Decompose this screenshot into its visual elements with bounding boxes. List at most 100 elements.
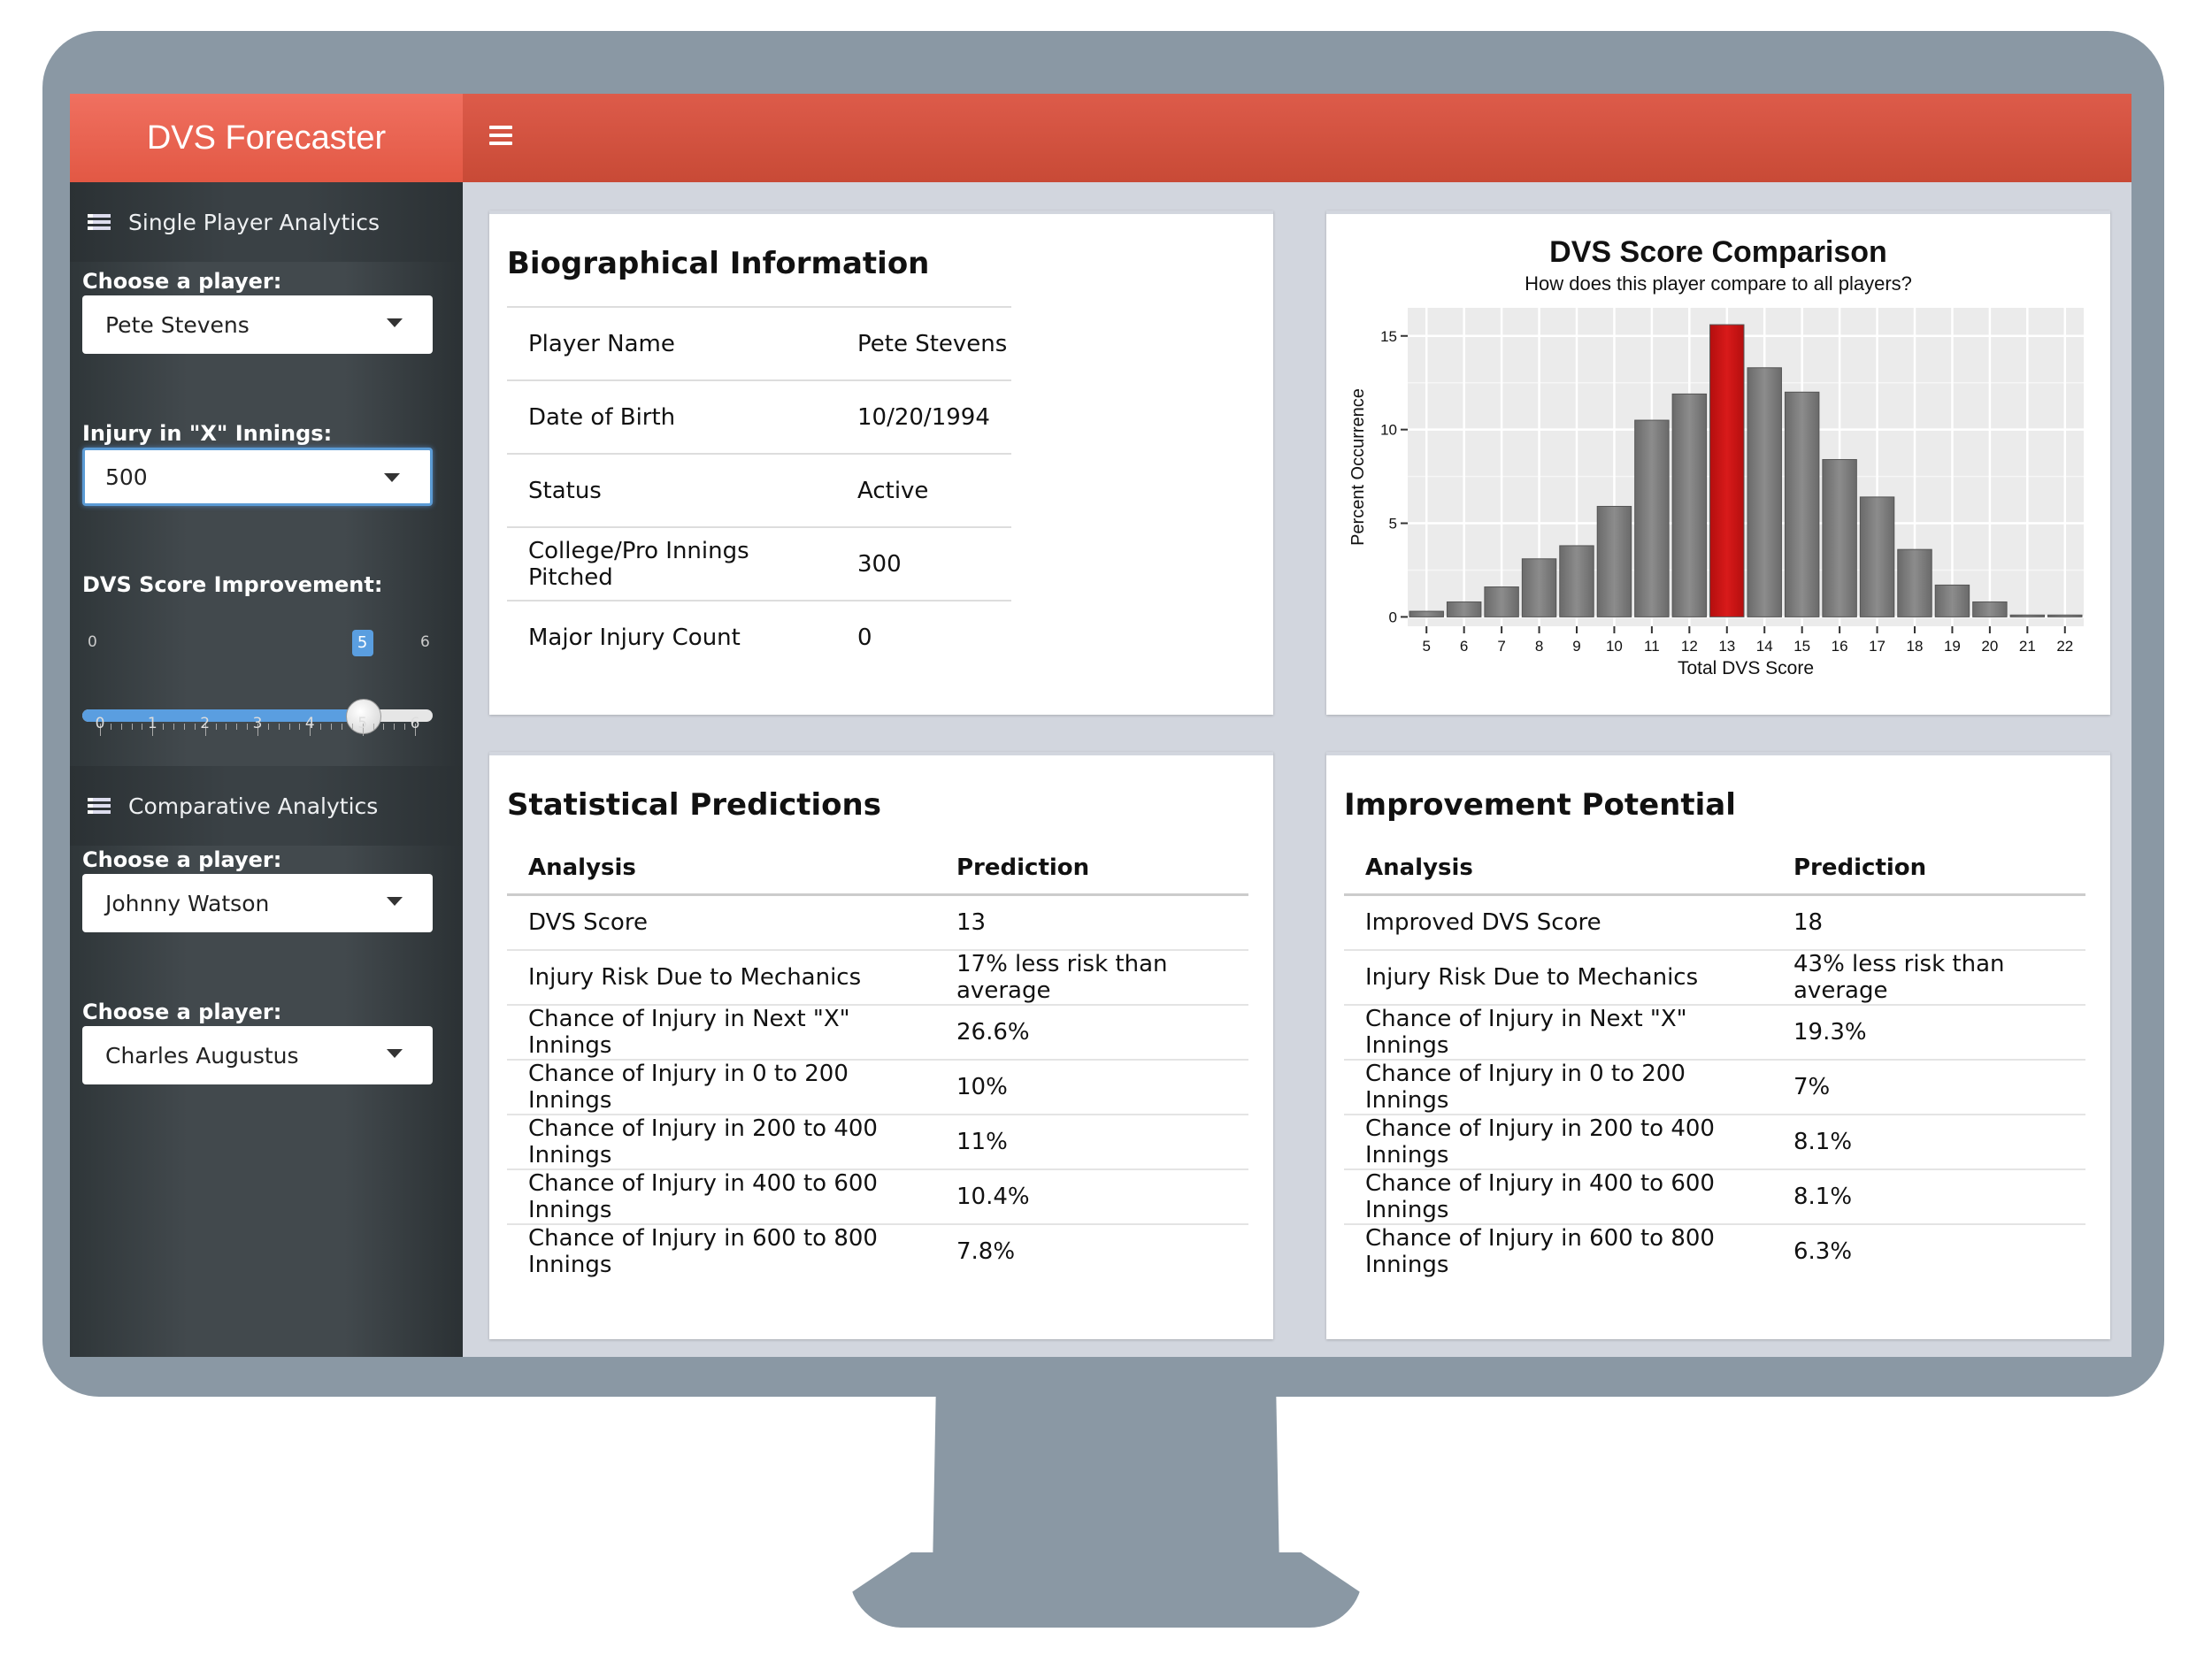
x-tick-label: 16 xyxy=(1832,638,1848,655)
slider-tick xyxy=(183,724,185,730)
slider-tick xyxy=(152,724,154,736)
compare-a-value: Johnny Watson xyxy=(105,890,270,916)
highlighted-bar xyxy=(1709,324,1745,617)
bar xyxy=(1747,367,1782,617)
monitor-stand-neck xyxy=(933,1380,1279,1570)
top-navbar xyxy=(463,94,2131,182)
column-header-analysis: Analysis xyxy=(1344,842,1772,896)
slider-tick xyxy=(120,724,122,730)
slider-tick-label: 5 xyxy=(357,715,368,732)
analysis-cell: Improved DVS Score xyxy=(1365,909,1601,936)
table-header-row: Analysis Prediction xyxy=(1344,842,2085,896)
prediction-cell: 6.3% xyxy=(1772,1223,2085,1278)
improvement-slider-track[interactable] xyxy=(82,709,433,722)
innings-select[interactable]: 500 xyxy=(82,448,433,506)
bio-label: Player Name xyxy=(507,306,836,380)
x-tick-label: 17 xyxy=(1869,638,1886,655)
chevron-down-icon xyxy=(384,473,400,482)
app-logo[interactable]: DVS Forecaster xyxy=(70,94,463,182)
bio-value: Pete Stevens xyxy=(836,306,1011,380)
chevron-down-icon xyxy=(387,318,403,327)
sidebar-toggle-icon[interactable] xyxy=(489,126,512,149)
improve-title: Improvement Potential xyxy=(1344,787,1736,823)
slider-tick xyxy=(404,724,406,730)
slider-tick xyxy=(320,724,322,730)
table-row: Chance of Injury in 200 to 400 Innings 11… xyxy=(507,1114,1248,1169)
sidebar-item-single-player[interactable]: Single Player Analytics xyxy=(70,182,463,262)
plot-panel xyxy=(1408,308,2084,626)
list-icon xyxy=(88,214,111,230)
bar xyxy=(1671,393,1708,617)
slider-tick xyxy=(163,724,165,730)
compare-a-select[interactable]: Johnny Watson xyxy=(82,874,433,932)
slider-tick xyxy=(415,724,416,736)
table-row: Major Injury Count 0 xyxy=(507,600,1011,673)
table-row: Chance of Injury in 600 to 800 Innings 6.… xyxy=(1344,1223,2085,1278)
bar xyxy=(2009,614,2046,617)
bar xyxy=(1934,584,1970,617)
bar xyxy=(1822,459,1857,617)
analysis-cell: DVS Score xyxy=(528,909,648,936)
compare-b-select[interactable]: Charles Augustus xyxy=(82,1026,433,1084)
chevron-down-icon xyxy=(387,897,403,906)
compare-a-label: Choose a player: xyxy=(82,847,282,872)
improvement-slider-handle[interactable] xyxy=(345,699,381,734)
slider-tick xyxy=(194,724,196,730)
slider-value-bubble: 5 xyxy=(351,630,373,656)
innings-select-value: 500 xyxy=(105,464,148,490)
compare-b-value: Charles Augustus xyxy=(105,1042,299,1069)
compare-b-label: Choose a player: xyxy=(82,1000,282,1024)
x-tick-label: 13 xyxy=(1718,638,1735,655)
x-tick-label: 11 xyxy=(1644,638,1660,655)
slider-tick xyxy=(299,724,301,730)
table-row: College/Pro Innings Pitched 300 xyxy=(507,526,1011,601)
slider-tick xyxy=(362,724,364,736)
table-row: Date of Birth 10/20/1994 xyxy=(507,379,1011,454)
prediction-cell: 11% xyxy=(935,1114,1248,1169)
slider-tick xyxy=(215,724,217,730)
x-tick-label: 10 xyxy=(1606,638,1623,655)
slider-tick xyxy=(351,724,353,730)
analysis-cell: Injury Risk Due to Mechanics xyxy=(1344,949,1772,1005)
bar xyxy=(1972,601,2008,617)
improvement-slider-label: DVS Score Improvement: xyxy=(82,572,383,597)
x-tick-label: 20 xyxy=(1981,638,1998,655)
x-tick-label: 5 xyxy=(1422,638,1430,655)
slider-tick xyxy=(236,724,238,730)
table-row: Status Active xyxy=(507,453,1011,527)
slider-tick-label: 1 xyxy=(147,715,157,732)
analysis-cell: Chance of Injury in 600 to 800 Innings xyxy=(1344,1223,1772,1278)
slider-tick-label: 6 xyxy=(410,715,420,732)
bio-label: Status xyxy=(507,453,836,527)
prediction-cell: 10% xyxy=(935,1059,1248,1115)
analysis-cell: Chance of Injury in 200 to 400 Innings xyxy=(507,1114,935,1169)
x-tick-label: 21 xyxy=(2019,638,2036,655)
slider-tick-label: 3 xyxy=(252,715,263,732)
bar xyxy=(1559,545,1594,617)
stats-box: Statistical Predictions Analysis Predicti… xyxy=(489,752,1273,1339)
innings-select-label: Injury in "X" Innings: xyxy=(82,421,333,446)
bio-title: Biographical Information xyxy=(507,246,930,281)
table-row: Chance of Injury in 400 to 600 Innings 8.… xyxy=(1344,1168,2085,1224)
app-screen: DVS Forecaster Single Player Analytics C… xyxy=(70,94,2131,1357)
prediction-cell: 8.1% xyxy=(1772,1114,2085,1169)
list-icon xyxy=(88,798,111,814)
improve-table: Analysis Prediction Improved DVS Score 18 … xyxy=(1344,842,2085,1278)
table-row: Chance of Injury in 200 to 400 Innings 8.… xyxy=(1344,1114,2085,1169)
slider-tick xyxy=(257,724,258,736)
improve-box: Improvement Potential Analysis Prediction… xyxy=(1326,752,2110,1339)
prediction-cell: 7.8% xyxy=(935,1223,1248,1278)
improvement-slider-fill xyxy=(82,709,363,722)
x-tick-label: 15 xyxy=(1793,638,1810,655)
chart-box: 0 5 10 15 5 6 7 8 9 10 11 12 13 14 15 16 17 18 19 20 21 22 DVS… xyxy=(1326,211,2110,715)
x-axis-label: Total DVS Score xyxy=(1678,658,1814,678)
slider-tick xyxy=(310,724,311,736)
prediction-cell: 19.3% xyxy=(1772,1004,2085,1060)
x-tick-label: 6 xyxy=(1460,638,1468,655)
player-select[interactable]: Pete Stevens xyxy=(82,295,433,354)
bio-label: Major Injury Count xyxy=(507,600,836,673)
prediction-cell: 43% less risk than average xyxy=(1772,949,2085,1005)
sidebar-item-comparative[interactable]: Comparative Analytics xyxy=(70,766,463,846)
slider-tick-label: 2 xyxy=(200,715,211,732)
table-row: Chance of Injury in 600 to 800 Innings 7.… xyxy=(507,1223,1248,1278)
